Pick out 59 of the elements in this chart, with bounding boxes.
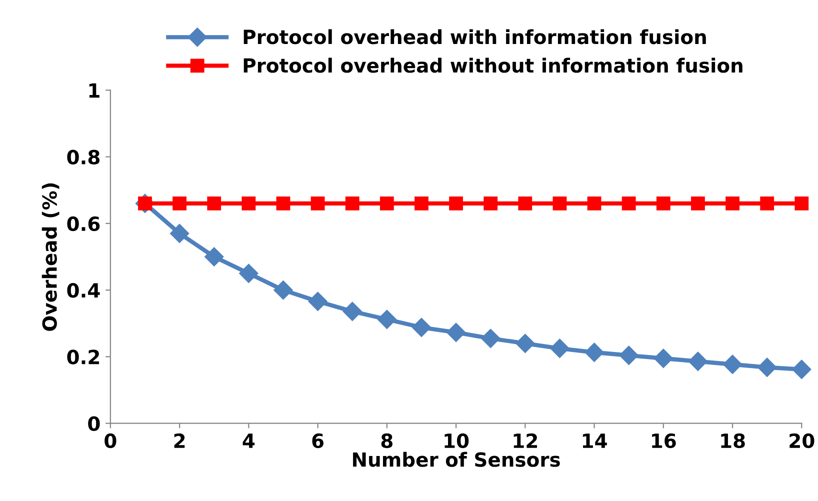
x-tick-label: 0 — [104, 433, 116, 448]
point — [518, 196, 532, 210]
x-tick-label: 12 — [514, 433, 537, 448]
point — [239, 264, 258, 283]
point — [516, 334, 535, 353]
y-tick-label: 0.6 — [67, 216, 100, 232]
point — [619, 346, 638, 365]
point — [308, 292, 328, 311]
point — [170, 224, 190, 243]
point — [449, 196, 463, 210]
point — [688, 352, 708, 371]
x-tick-label: 20 — [790, 433, 814, 448]
point — [276, 196, 290, 210]
x-tick-label: 16 — [652, 433, 676, 448]
point — [484, 196, 498, 210]
x-tick-label: 18 — [721, 433, 745, 448]
x-tick-label: 10 — [444, 433, 469, 448]
x-tick-label: 2 — [174, 433, 185, 448]
y-tick-label: 0.8 — [67, 150, 100, 164]
point — [722, 354, 742, 374]
x-tick-label: 14 — [582, 434, 607, 448]
y-tick-label: 0 — [88, 416, 100, 432]
point — [342, 302, 362, 321]
point — [792, 360, 812, 379]
point — [587, 196, 602, 210]
point — [345, 196, 360, 210]
y-tick-label: 0.4 — [67, 283, 100, 298]
point — [274, 280, 293, 300]
point — [481, 328, 500, 348]
point — [446, 322, 466, 342]
point — [380, 196, 394, 210]
point — [584, 342, 604, 362]
point — [552, 196, 567, 210]
point — [414, 196, 428, 210]
legend-label: Protocol overhead without information fusion — [244, 58, 742, 73]
point — [654, 348, 673, 368]
point — [172, 196, 186, 210]
point — [760, 196, 774, 210]
point — [794, 196, 809, 210]
point — [242, 196, 256, 210]
point — [691, 196, 705, 210]
point — [412, 318, 432, 337]
x-tick-label: 6 — [312, 433, 324, 448]
point — [204, 247, 224, 266]
legend-label: Protocol overhead with information fusion — [244, 29, 706, 44]
x-tick-label: 8 — [381, 433, 392, 448]
x-axis-title: Number of Sensors — [353, 452, 560, 467]
y-tick-label: 1 — [89, 83, 100, 98]
point — [758, 358, 777, 377]
point — [550, 338, 570, 358]
y-axis-title: Overhead (%) — [42, 183, 60, 331]
point — [207, 196, 222, 210]
y-tick-label: 0.2 — [67, 350, 100, 364]
point — [622, 196, 636, 210]
point — [726, 196, 740, 210]
point — [656, 196, 670, 210]
point — [310, 196, 325, 210]
point — [377, 310, 396, 329]
x-tick-label: 4 — [242, 434, 255, 448]
